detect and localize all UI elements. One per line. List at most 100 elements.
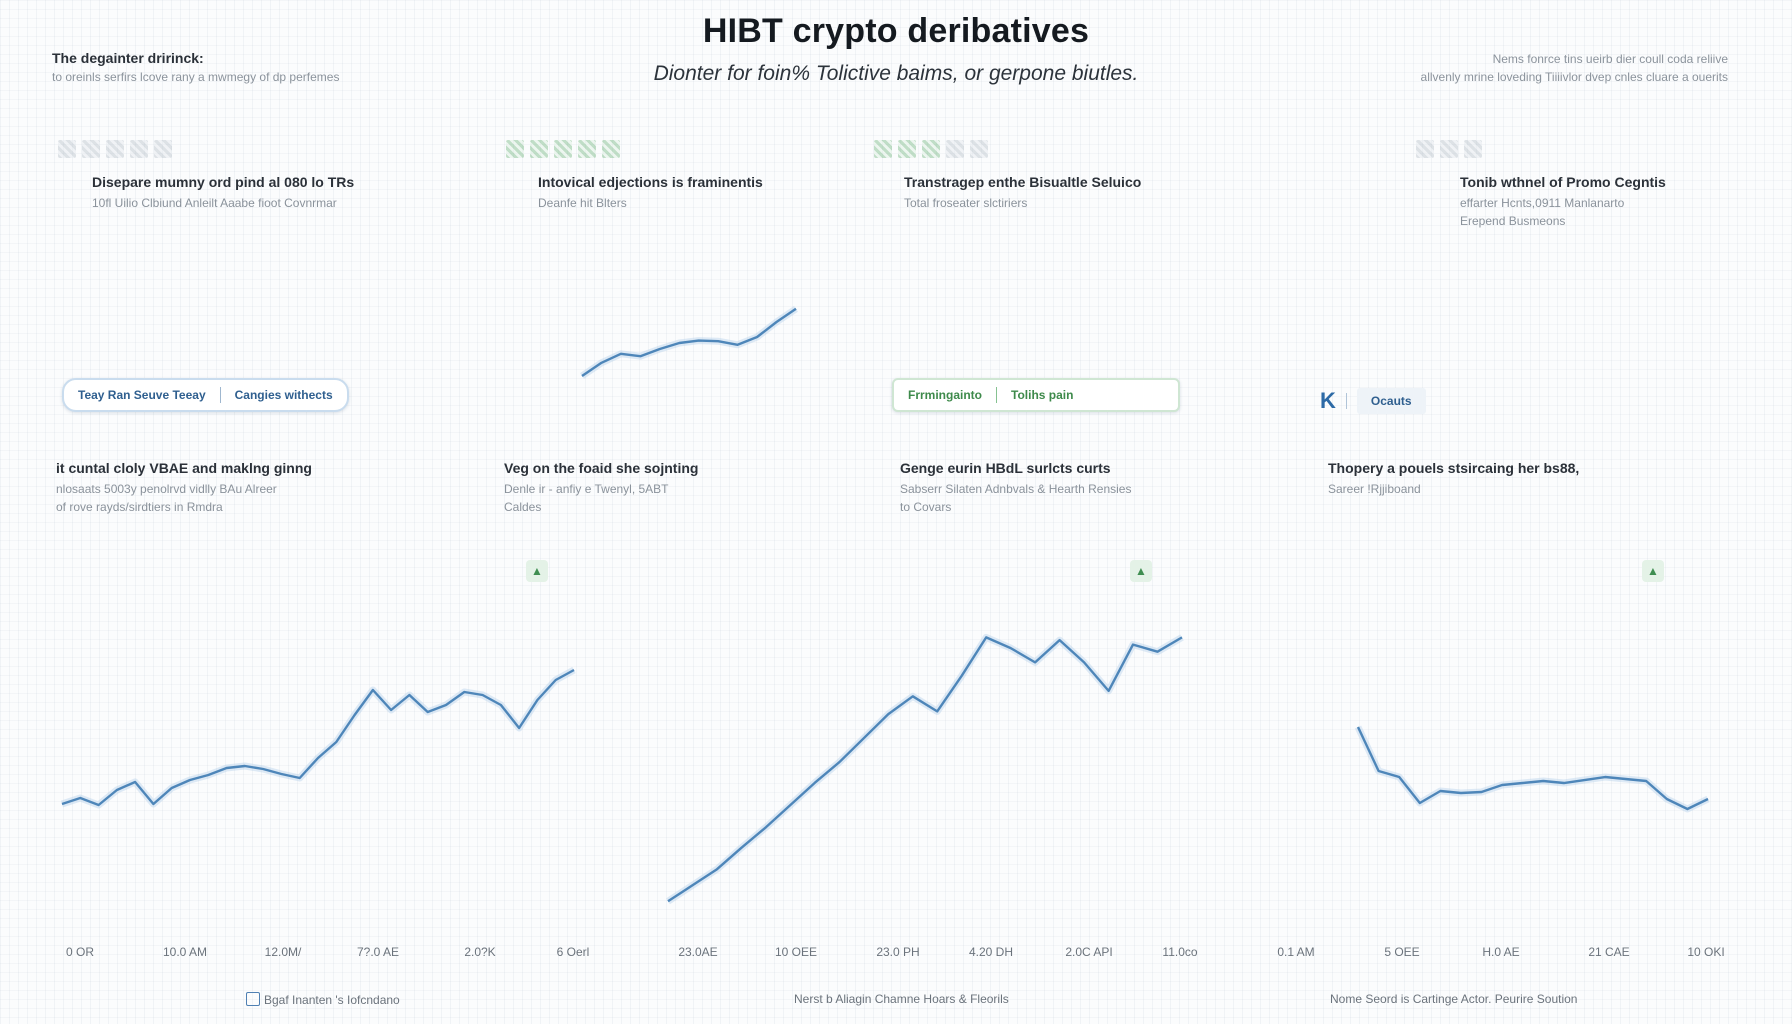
mid-card-sub: to Covars [900,500,952,514]
filter-option-1[interactable]: Frrmingainto [908,388,982,402]
chart-3 [666,633,1184,905]
filter-option-1[interactable]: Teay Ran Seuve Teeay [78,388,206,402]
chart-4-x-tick: 0.1 AM [1277,945,1315,959]
lock-icon[interactable]: ▲ [1642,560,1664,582]
k-logo-icon: K [1320,388,1336,413]
tile-icon [130,140,148,158]
mid-card-sub: Caldes [504,500,542,514]
top-card-3: Transtragep enthe Bisualtle Seluico Tota… [904,174,1141,212]
mid-card-sub: of rove rayds/sirdtiers in Rmdra [56,500,223,514]
k-label-button[interactable]: Ocauts [1356,388,1426,414]
chart-1-x-tick: 0 OR [65,945,95,959]
lock-icon[interactable]: ▲ [1130,560,1152,582]
tile-icon [1416,140,1434,158]
top-card-4: Tonib wthnel of Promo Cegntis effarter H… [1460,174,1666,230]
mid-card-title: Veg on the foaid she sojnting [504,460,699,476]
separator [1345,393,1347,409]
page-subtitle: Dionter for foin% Tolictive baims, or ge… [653,62,1139,85]
tile-icon [970,140,988,158]
tile-icon [554,140,572,158]
chart-3-line-glow [666,633,1184,905]
tile-icon [874,140,892,158]
mid-card-sub: Sareer !Rjjiboand [1328,482,1421,496]
top-card-title: Tonib wthnel of Promo Cegntis [1460,174,1666,190]
tile-row-1 [58,140,172,158]
chart-4-x-tick: 10 OKI [1687,945,1725,959]
mid-card-4: Thopery a pouels stsircaing her bs88, Sa… [1328,460,1579,498]
top-card-title: Transtragep enthe Bisualtle Seluico [904,174,1142,190]
mid-card-3: Genge eurin HBdL surlcts curts Sabserr S… [900,460,1131,516]
mid-card-sub: Sabserr Silaten Adnbvals & Hearth Rensie… [900,482,1132,496]
tile-icon [82,140,100,158]
corner-left-title: The degainter dririnck: [52,50,204,66]
top-card-title: Intovical edjections is framinentis [538,174,763,190]
chart-3-line [667,636,1183,903]
chart-1-x-tick: 6 Oerl [556,945,590,959]
page-title: HIBT crypto deribatives [702,12,1090,50]
tile-icon [922,140,940,158]
tile-row-3 [874,140,988,158]
tile-icon [106,140,124,158]
tile-icon [946,140,964,158]
filter-option-2[interactable]: Tolihs pain [1011,388,1074,402]
footer-center: Nerst b Aliagin Chamne Hoars & Fleorils [794,992,1009,1006]
chart-4-x-tick: 5 OEE [1384,945,1420,959]
filter-toggle-blue[interactable]: Teay Ran Seuve Teeay Cangies withects [62,378,349,412]
tile-icon [578,140,596,158]
lock-icon[interactable]: ▲ [526,560,548,582]
top-card-sub: 10fl Uilio Clbiund Anleilt Aaabe fioot C… [92,196,337,210]
mid-card-sub: Denle ir - anfiy e Twenyl, 5ABT [504,482,669,496]
chart-1-x-tick: 7?.0 AE [356,945,400,959]
footer-left-text: Bgaf Inanten 's Iofcndano [264,993,400,1007]
tile-row-4 [1416,140,1482,158]
chart-3-x-tick: 2.0C API [1065,945,1113,959]
top-card-sub: Total froseater slctiriers [904,196,1028,210]
mid-card-title: it cuntal cloly VBAE and maklng ginng [56,460,312,476]
tile-icon [602,140,620,158]
corner-right-line-1: Nems fonrce tins ueirb dier coull coda r… [1492,52,1728,66]
chart-1-x-tick: 12.0M/ [264,945,302,959]
chart-4-x-tick: 21 CAE [1588,945,1630,959]
tile-icon [58,140,76,158]
chart-1 [60,666,576,809]
corner-right-line-2: allvenly mrine loveding Tiiiivlor dvep c… [1420,70,1728,84]
chart-4-line [1356,726,1709,811]
top-card-sub: effarter Hcnts,0911 Manlanarto [1460,196,1625,210]
mid-card-title: Thopery a pouels stsircaing her bs88, [1328,460,1580,476]
chart-3-x-tick: 4.20 DH [968,945,1014,959]
chart-2 [580,305,798,379]
tile-icon [1440,140,1458,158]
tile-row-2 [506,140,620,158]
chart-3-x-tick: 10 OEE [774,945,818,959]
k-control[interactable]: K Ocauts [1320,388,1426,414]
footer-right: Nome Seord is Cartinge Actor. Peurire So… [1330,992,1578,1006]
top-card-1: Disepare mumny ord pind al 080 lo TRs 10… [92,174,354,212]
tile-icon [898,140,916,158]
corner-right-note: Nems fonrce tins ueirb dier coull coda r… [1421,50,1728,86]
tile-icon [154,140,172,158]
mid-card-sub: nlosaats 5003y penolrvd vidlly BAu Alree… [56,482,277,496]
tile-icon [1464,140,1482,158]
top-card-sub: Erepend Busmeons [1460,214,1566,228]
separator [219,387,221,403]
tile-icon [530,140,548,158]
chart-1-x-tick: 2.0?K [464,945,496,959]
mid-card-2: Veg on the foaid she sojnting Denle ir -… [504,460,698,516]
chart-4 [1354,725,1710,813]
filter-toggle-green[interactable]: Frrmingainto Tolihs pain [892,378,1180,412]
top-card-sub: Deanfe hit Blters [538,196,627,210]
footer-left: Bgaf Inanten 's Iofcndano [246,992,400,1007]
chart-2-line [581,307,797,377]
top-card-2: Intovical edjections is framinentis Dean… [538,174,763,212]
tile-icon [506,140,524,158]
filter-option-2[interactable]: Cangies withects [234,388,333,402]
separator [996,387,997,403]
calendar-icon [246,992,260,1006]
chart-1-x-tick: 10.0 AM [162,945,208,959]
chart-3-x-tick: 23.0 PH [876,945,920,959]
chart-4-x-tick: H.0 AE [1482,945,1520,959]
chart-3-x-tick: 23.0AE [678,945,718,959]
chart-1-line [61,668,575,807]
chart-4-line-glow [1354,725,1710,813]
